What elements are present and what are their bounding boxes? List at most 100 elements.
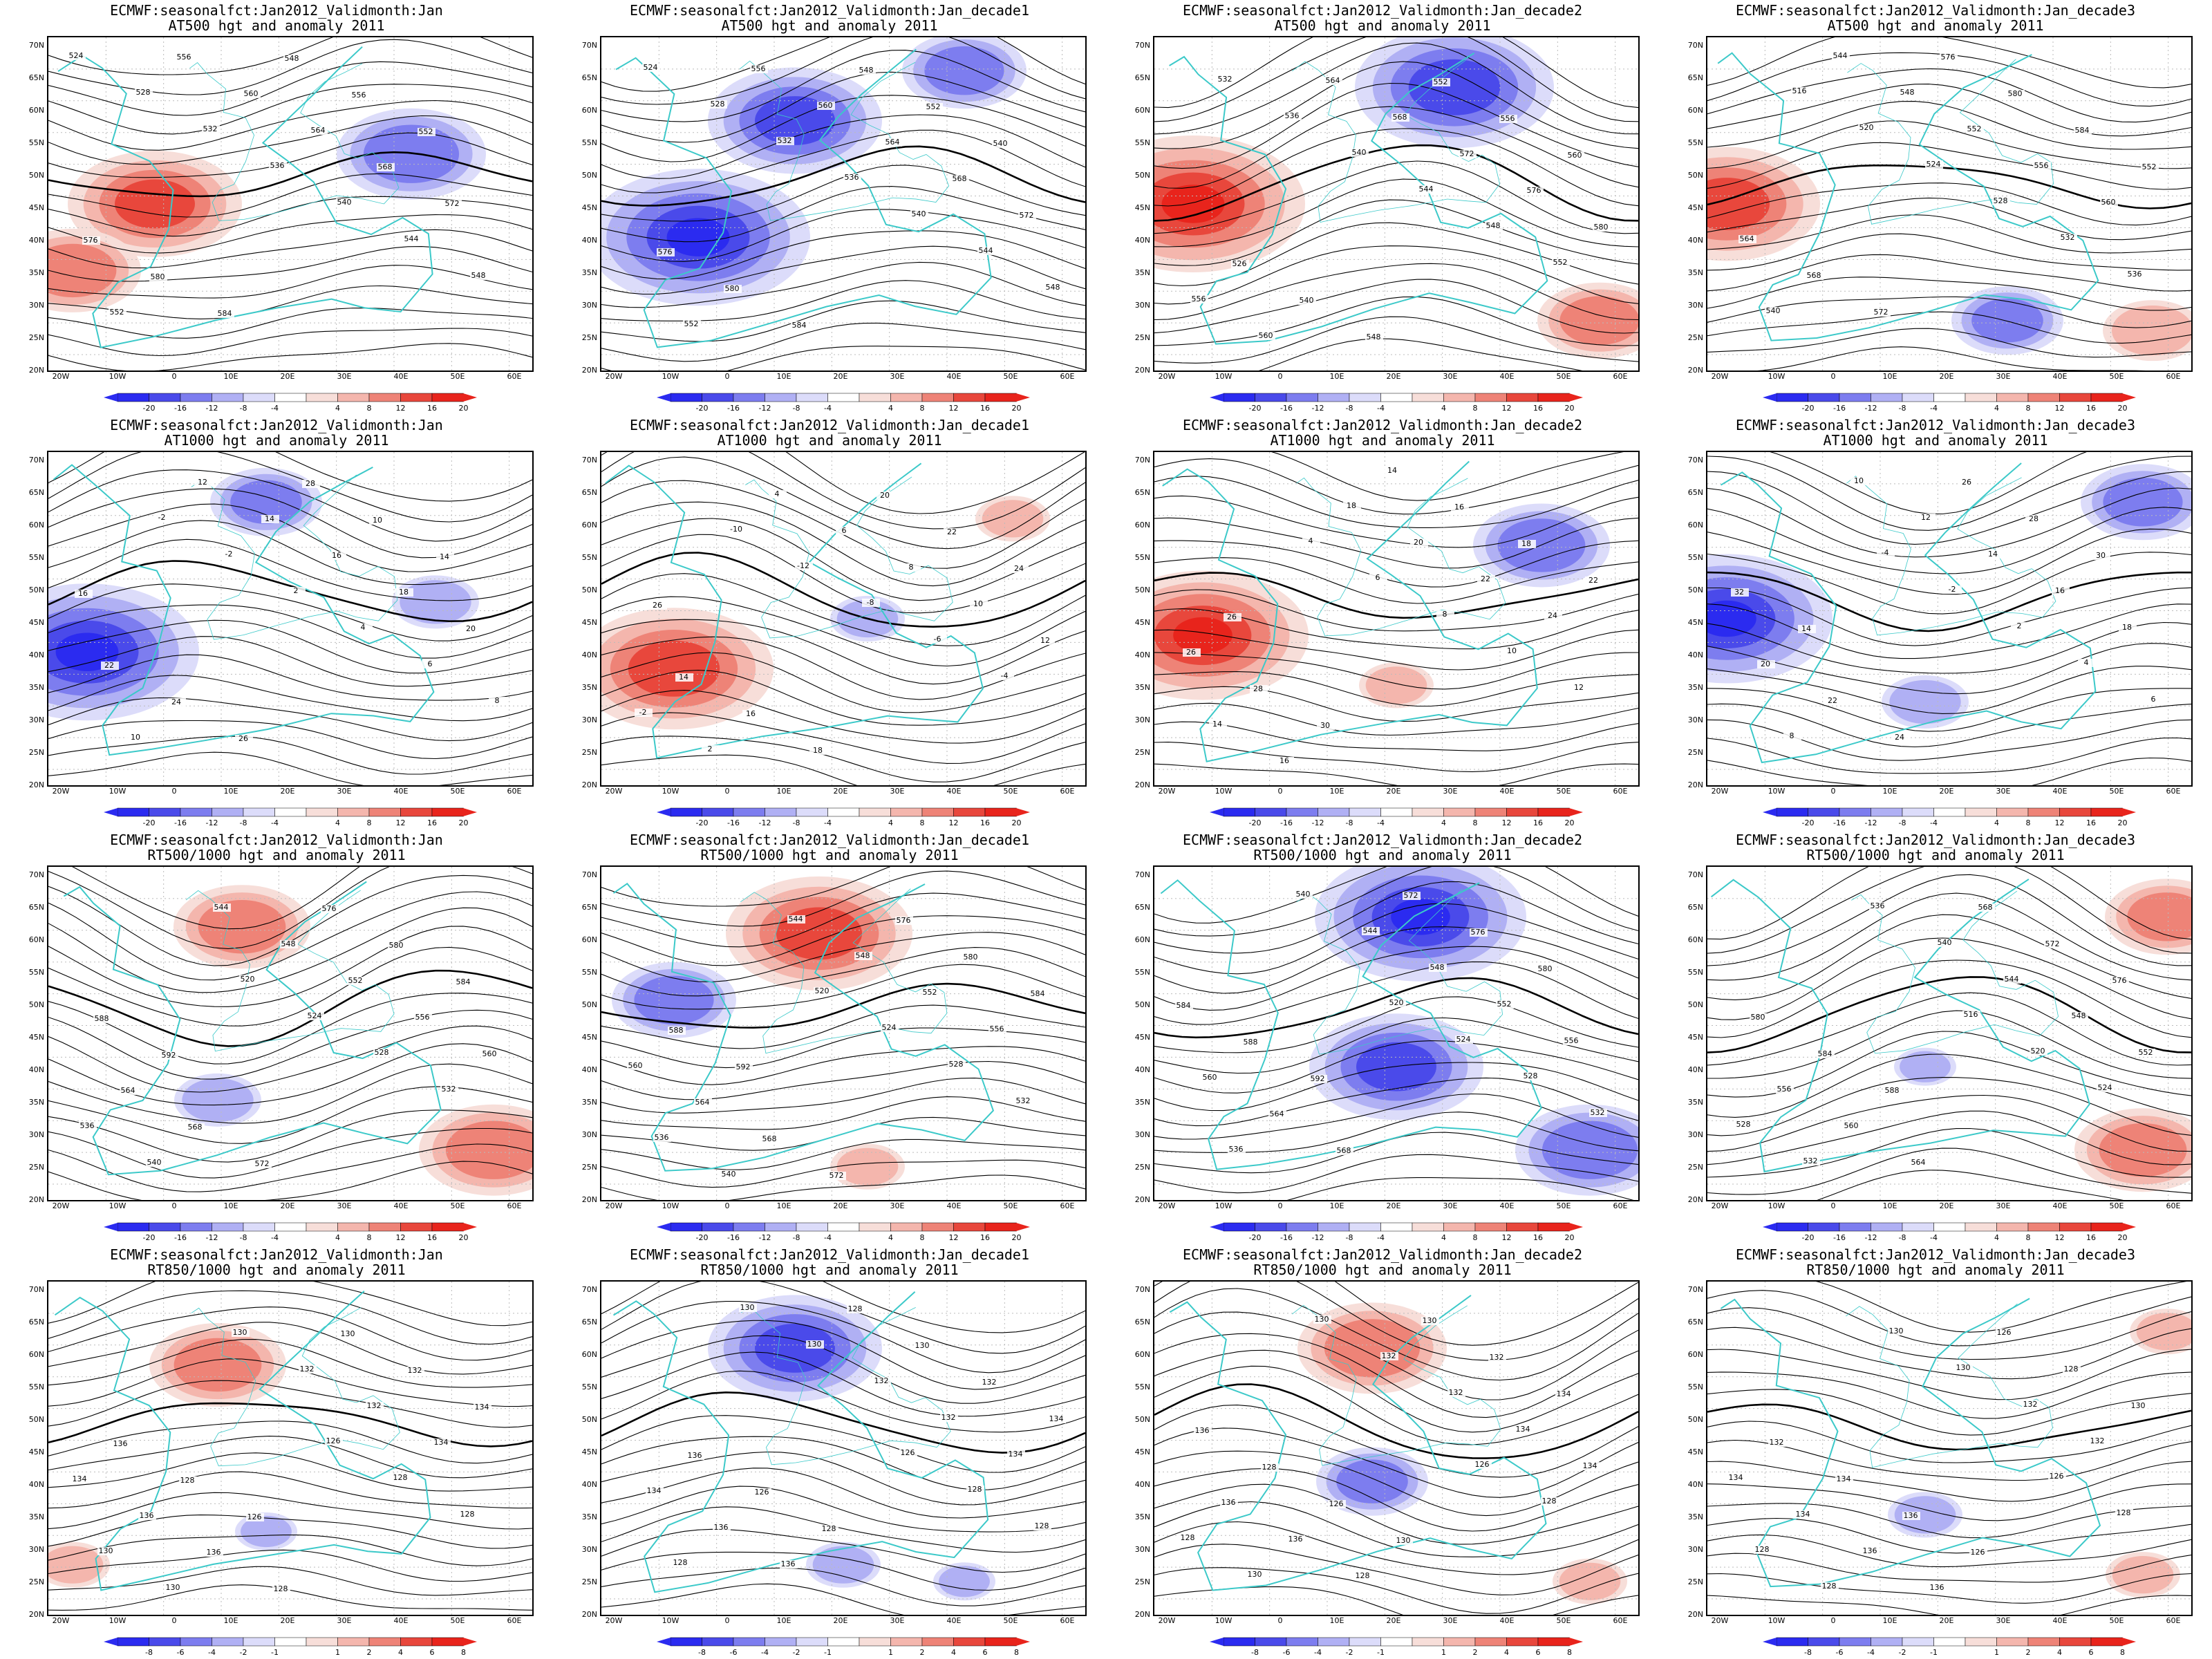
colorbar-swatch	[702, 1222, 734, 1232]
contour-label: 592	[736, 1062, 751, 1071]
colorbar-swatch	[670, 807, 702, 817]
contour-label: 560	[1568, 151, 1582, 160]
contour-line	[601, 1078, 1085, 1114]
contour-line	[48, 173, 532, 218]
contour-label: 526	[1232, 259, 1247, 268]
colorbar-label: -12	[758, 818, 771, 827]
contour-line	[1154, 540, 1638, 588]
latitude-label: 25N	[28, 748, 44, 757]
colorbar-swatch	[306, 1637, 338, 1647]
colorbar-swatch	[890, 1222, 923, 1232]
longitude-label: 0	[724, 372, 730, 381]
map-area: 520 524 528 532 536 540 544 548 552 556 560 564 568 5…	[600, 865, 1087, 1201]
colorbar-label: 8	[366, 404, 372, 413]
contour-line	[48, 308, 532, 339]
colorbar-label: -8	[145, 1648, 153, 1657]
contour-line	[1707, 296, 2191, 328]
map-area: 524 528 532 536 540 544 548 552 556 560 564 568 572 5…	[47, 36, 534, 372]
colorbar-swatch	[1933, 393, 1966, 402]
contour-label: 556	[1501, 114, 1515, 123]
colorbar-swatch	[796, 393, 828, 402]
contour-label-bg	[1436, 610, 1454, 619]
colorbar-arrow	[104, 393, 118, 402]
contour-line	[1154, 881, 1638, 954]
colorbar-swatch	[859, 1222, 891, 1232]
latitude-label: 70N	[581, 870, 597, 879]
coastline	[745, 476, 953, 639]
contour-line	[1154, 458, 1638, 515]
map-panel: ECMWF:seasonalfct:Jan2012_Validmonth:Jan…	[1659, 0, 2212, 415]
contour-label: 22	[1481, 574, 1490, 583]
longitude-label: 50E	[2109, 372, 2124, 381]
colorbar-swatch	[117, 807, 149, 817]
contour-label: 136	[140, 1511, 154, 1520]
contour-line	[48, 151, 532, 198]
longitude-label: 20E	[280, 1201, 295, 1210]
contour-line	[1707, 621, 2191, 674]
coastline	[1296, 888, 1503, 1055]
colorbar-arrow	[657, 393, 671, 402]
contour-line	[601, 1567, 1085, 1606]
contour-label: 14	[1988, 550, 1998, 559]
latitude-label: 60N	[581, 1350, 597, 1359]
contour-label-bg	[1735, 1121, 1753, 1129]
colorbar-swatch	[1776, 1637, 1808, 1647]
colorbar-label: 1	[335, 1648, 340, 1657]
longitude-label: 50E	[450, 372, 465, 381]
contour-label: -10	[730, 525, 742, 534]
colorbar-swatch	[827, 1637, 860, 1647]
contour-label-bg	[914, 1342, 932, 1350]
colorbar-swatch	[1506, 807, 1539, 817]
contour-label: 14	[440, 552, 449, 561]
colorbar-arrow	[463, 808, 477, 816]
colorbar-label: -4	[271, 404, 279, 413]
contour-label: 584	[218, 309, 232, 318]
latitude-label: 50N	[1687, 1000, 1703, 1009]
latitude-label: 40N	[1687, 1065, 1703, 1074]
contour-line	[601, 534, 1085, 614]
colorbar-swatch	[368, 393, 401, 402]
contour-label-bg	[2119, 624, 2137, 632]
contour-line	[601, 1282, 1085, 1333]
map-canvas: 5245285325365405445485525565605645685725…	[601, 37, 1085, 371]
contour-line	[1154, 763, 1638, 785]
colorbar-label: -2	[239, 1648, 247, 1657]
contour-label-bg	[1738, 235, 1756, 243]
contour-line	[1707, 688, 2191, 732]
contour-label: 16	[1280, 756, 1289, 765]
latitude-label: 55N	[581, 1382, 597, 1391]
longitude-label: 10E	[1329, 787, 1344, 796]
colorbar-label: -4	[1930, 404, 1938, 413]
contour-label-bg	[2111, 977, 2129, 985]
contour-label-bg	[1783, 732, 1801, 740]
contour-line	[1154, 517, 1638, 569]
colorbar-label: 20	[1564, 1233, 1575, 1242]
contour-label-bg	[474, 1403, 491, 1412]
contour-line	[1271, 452, 1624, 501]
colorbar-label: 4	[888, 818, 893, 827]
contour-line	[601, 735, 1085, 782]
contour-label-bg	[288, 587, 306, 595]
contour-line	[601, 145, 1085, 207]
contour-label-bg	[2078, 659, 2096, 667]
longitude-label: 50E	[1556, 372, 1571, 381]
map-canvas: 5245285325365405445485525565605645685725…	[48, 37, 532, 371]
contour-line	[601, 652, 1085, 713]
colorbar-swatch	[796, 1637, 828, 1647]
colorbar-label: 1	[888, 1648, 893, 1657]
contour-label: 8	[495, 696, 500, 705]
anomaly-shading	[198, 900, 286, 954]
colorbar-arrow	[2122, 1638, 2136, 1646]
colorbar-swatch	[765, 807, 797, 817]
latitude-label: 35N	[1134, 1098, 1150, 1107]
longitude-label: 20W	[605, 1616, 623, 1625]
contour-label: 548	[1367, 332, 1381, 341]
contour-label-bg	[310, 126, 328, 135]
contour-label-bg	[2097, 1084, 2115, 1092]
latitude-label: 55N	[28, 553, 44, 562]
colorbar-label: 4	[951, 1648, 956, 1657]
colorbar-label: 16	[2086, 818, 2096, 827]
colorbar	[1763, 807, 2136, 817]
contour-label-bg	[328, 552, 346, 560]
longitude-label: 30E	[337, 1201, 352, 1210]
